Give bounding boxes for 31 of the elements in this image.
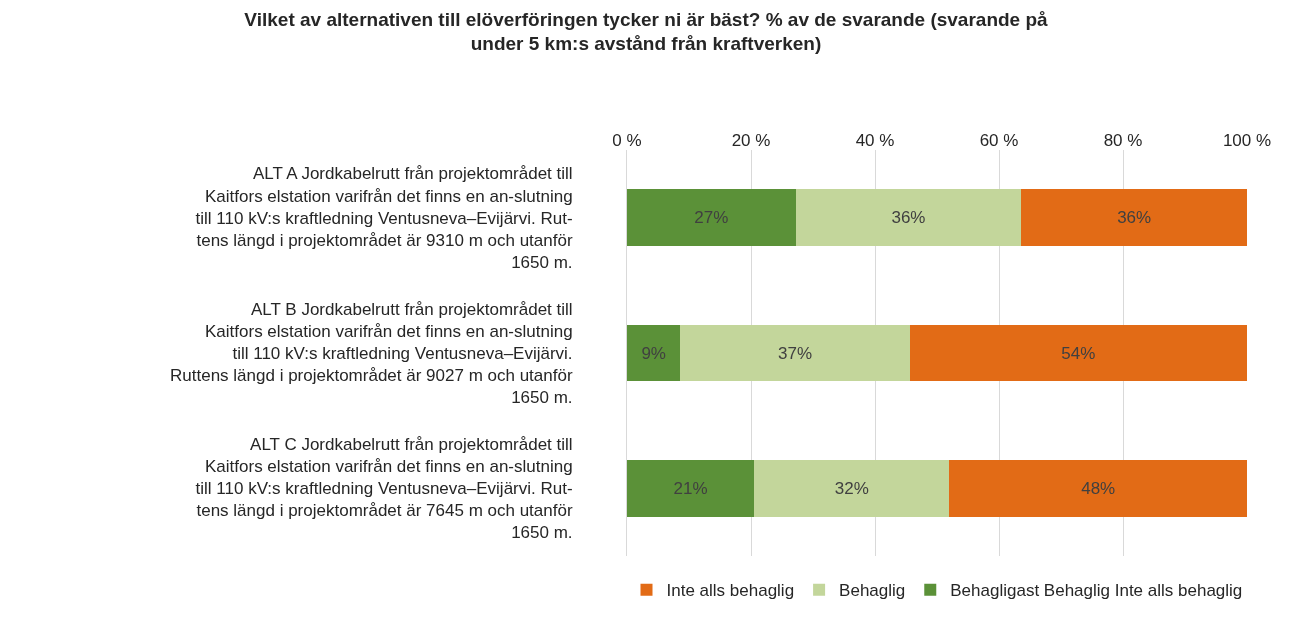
data-label: 21%	[673, 478, 708, 498]
chart-title: Vilket av alternativen till elöverföringen tycker ni är bäst? % av de svarande (svarande på under 5 km:s avstånd från kraftverken)	[244, 8, 1049, 55]
bar	[627, 324, 681, 382]
data-label: 37%	[778, 343, 813, 363]
bar	[754, 459, 950, 517]
bar	[627, 189, 796, 247]
x-tick-label: 80 %	[1103, 130, 1143, 150]
y-tick-label: ALT A Jordkabelrutt från projektområdet till Kaitfors elstation varifrån det finns en an-slutning till 110 kV:s kraftledning Ventusneva–Evijärvi. Rut-tens längd i projektområdet är 9310 m och utanför 1650 m.	[195, 164, 573, 272]
legend-label: Behagligast Behaglig Inte alls behaglig	[950, 581, 1243, 601]
y-tick-label: ALT C Jordkabelrutt från projektområdet till Kaitfors elstation varifrån det finns en an-slutning till 110 kV:s kraftledning Ventusneva–Evijärvi. Rut-tens längd i projektområdet är 7645 m och utanför 1650 m.	[195, 435, 573, 543]
x-tick-label: 100 %	[1222, 130, 1272, 150]
legend-label: Inte alls behaglig	[666, 581, 795, 601]
data-label: 48%	[1081, 478, 1116, 498]
data-label: 54%	[1061, 343, 1096, 363]
bar	[680, 324, 910, 382]
legend-label: Behaglig	[839, 581, 906, 601]
x-tick-label: 20 %	[731, 130, 771, 150]
data-label: 9%	[641, 343, 666, 363]
data-label: 32%	[834, 478, 869, 498]
data-label: 27%	[694, 208, 729, 228]
bar	[909, 324, 1247, 382]
bar	[949, 459, 1247, 517]
x-tick-label: 60 %	[979, 130, 1019, 150]
x-tick-label: 0 %	[612, 130, 642, 150]
bar	[627, 459, 755, 517]
y-tick-label: ALT B Jordkabelrutt från projektområdet till Kaitfors elstation varifrån det finns en an-slutning till 110 kV:s kraftledning Ventusneva–Evijärvi. Ruttens längd i projektområdet är 9027 m och utanför 1650 m.	[170, 299, 573, 408]
x-tick-label: 40 %	[855, 130, 895, 150]
bar	[1021, 189, 1247, 247]
data-label: 36%	[891, 208, 926, 228]
data-label: 36%	[1117, 208, 1152, 228]
bar	[795, 189, 1022, 247]
